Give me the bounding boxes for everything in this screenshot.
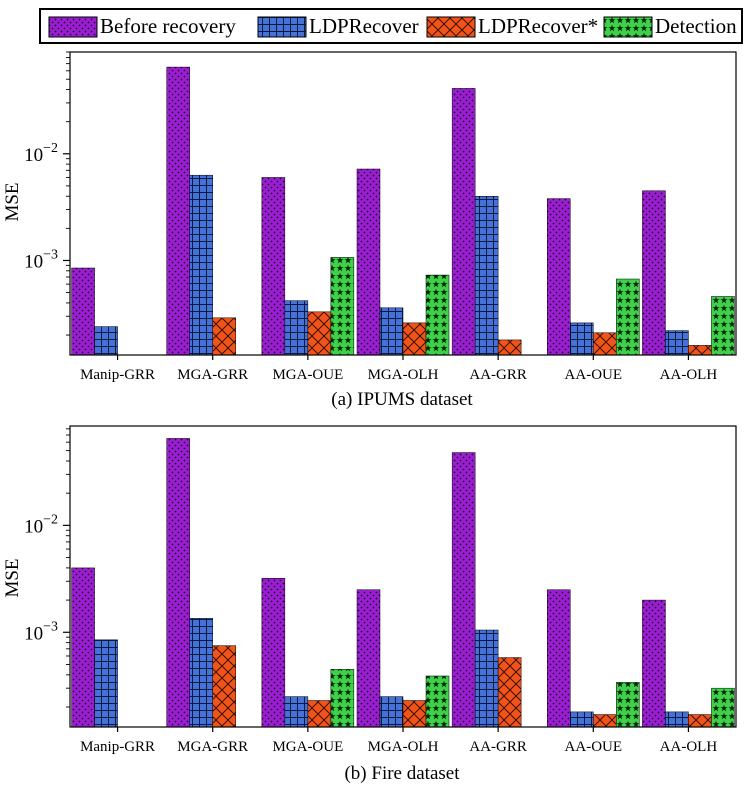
bar-before-recovery-manip-grr — [71, 267, 95, 356]
bar-before-recovery-mga-olh — [356, 589, 381, 728]
x-tick-label: MGA-OLH — [368, 367, 439, 383]
chart-panel-ipums: MSE (a) IPUMS dataset 10−2 10−3 Manip-GRR M… — [2, 51, 737, 410]
bar-before-recovery-aa-oue — [547, 198, 571, 356]
bar-ldprecover-aa-olh — [665, 711, 689, 728]
x-tick-label: MGA-OUE — [272, 739, 343, 755]
bar-detection-aa-oue — [616, 278, 640, 356]
legend-swatch-detection — [603, 16, 653, 38]
legend-label-detection: Detection — [655, 14, 737, 38]
bar-before-recovery-mga-oue — [261, 177, 286, 356]
bar-before-recovery-manip-grr — [71, 567, 95, 728]
x-tick-label: Manip-GRR — [80, 367, 155, 383]
x-tick-label: AA-GRR — [469, 739, 527, 755]
bar-ldprecover-star-aa-oue — [593, 714, 617, 728]
bar-ldprecover-aa-oue — [570, 711, 594, 728]
legend-label-before-recovery: Before recovery — [100, 14, 236, 38]
bar-ldprecover-star-mga-grr — [212, 645, 236, 728]
legend-entry-before-recovery: Before recovery — [48, 14, 236, 38]
bar-detection-mga-olh — [425, 675, 450, 728]
y-tick-label: 10−3 — [24, 619, 58, 644]
legend-swatch-ldprecover — [257, 16, 307, 38]
bar-ldprecover-mga-oue — [284, 300, 309, 356]
bar-before-recovery-mga-oue — [261, 578, 286, 728]
bar-ldprecover-star-mga-olh — [402, 322, 427, 356]
bar-before-recovery-aa-grr — [451, 452, 476, 728]
y-axis-label: MSE — [2, 182, 23, 221]
y-axis-label: MSE — [2, 558, 23, 597]
bar-before-recovery-aa-olh — [642, 599, 666, 728]
bar-ldprecover-aa-olh — [665, 330, 689, 356]
legend: Before recovery LDPRecover LDPRecover* D… — [39, 8, 743, 44]
legend-swatch-ldprecover-star — [426, 16, 476, 38]
legend-entry-ldprecover-star: LDPRecover* — [426, 14, 598, 38]
bar-ldprecover-star-mga-olh — [402, 700, 427, 728]
bar-detection-aa-oue — [616, 682, 640, 728]
x-tick-label: AA-OLH — [660, 367, 718, 383]
x-tick-label: AA-OUE — [565, 367, 623, 383]
bar-ldprecover-star-mga-oue — [307, 311, 332, 356]
x-tick-label: MGA-GRR — [177, 367, 248, 383]
bar-ldprecover-mga-grr — [189, 618, 213, 728]
bar-detection-aa-olh — [711, 296, 735, 356]
x-tick-label: Manip-GRR — [80, 739, 155, 755]
bar-detection-aa-olh — [711, 687, 735, 728]
x-tick-label: AA-GRR — [469, 367, 527, 383]
bar-before-recovery-aa-grr — [451, 88, 476, 356]
bar-ldprecover-aa-oue — [570, 322, 594, 356]
bar-ldprecover-star-aa-oue — [593, 332, 617, 356]
bar-ldprecover-mga-olh — [379, 307, 404, 356]
chart-panel-fire: MSE (b) Fire dataset 10−2 10−3 Manip-GRR MG… — [2, 425, 737, 784]
bar-detection-mga-oue — [330, 257, 355, 356]
legend-swatch-before-recovery — [48, 16, 98, 38]
bar-ldprecover-star-aa-grr — [497, 657, 522, 728]
bar-ldprecover-star-aa-olh — [688, 714, 712, 728]
bar-ldprecover-manip-grr — [94, 639, 118, 728]
bar-ldprecover-mga-grr — [189, 174, 213, 356]
bar-detection-mga-olh — [425, 274, 450, 356]
bar-ldprecover-star-aa-grr — [497, 339, 522, 356]
bar-ldprecover-aa-grr — [474, 195, 499, 356]
x-tick-label: AA-OLH — [660, 739, 718, 755]
bar-before-recovery-mga-grr — [166, 66, 190, 356]
bar-ldprecover-star-mga-grr — [212, 317, 236, 356]
legend-entry-detection: Detection — [603, 14, 737, 38]
bar-before-recovery-mga-olh — [356, 168, 381, 356]
bar-ldprecover-star-mga-oue — [307, 700, 332, 728]
chart-title: (b) Fire dataset — [344, 763, 460, 784]
bar-before-recovery-aa-oue — [547, 589, 571, 728]
x-tick-label: MGA-OLH — [368, 739, 439, 755]
bar-ldprecover-manip-grr — [94, 326, 118, 356]
legend-label-ldprecover: LDPRecover — [309, 14, 419, 38]
legend-entry-ldprecover: LDPRecover — [257, 14, 419, 38]
x-tick-label: AA-OUE — [565, 739, 623, 755]
bar-ldprecover-aa-grr — [474, 629, 499, 728]
bar-ldprecover-star-aa-olh — [688, 345, 712, 356]
chart-title: (a) IPUMS dataset — [331, 389, 473, 410]
bar-before-recovery-aa-olh — [642, 190, 666, 356]
y-tick-label: 10−2 — [24, 141, 58, 166]
bar-ldprecover-mga-olh — [379, 696, 404, 728]
x-tick-label: MGA-GRR — [177, 739, 248, 755]
y-tick-label: 10−2 — [24, 512, 58, 537]
legend-label-ldprecover-star: LDPRecover* — [478, 14, 598, 38]
x-tick-label: MGA-OUE — [272, 367, 343, 383]
bar-ldprecover-mga-oue — [284, 696, 309, 728]
y-tick-label: 10−3 — [24, 247, 58, 272]
bar-before-recovery-mga-grr — [166, 438, 190, 728]
bar-detection-mga-oue — [330, 669, 355, 728]
